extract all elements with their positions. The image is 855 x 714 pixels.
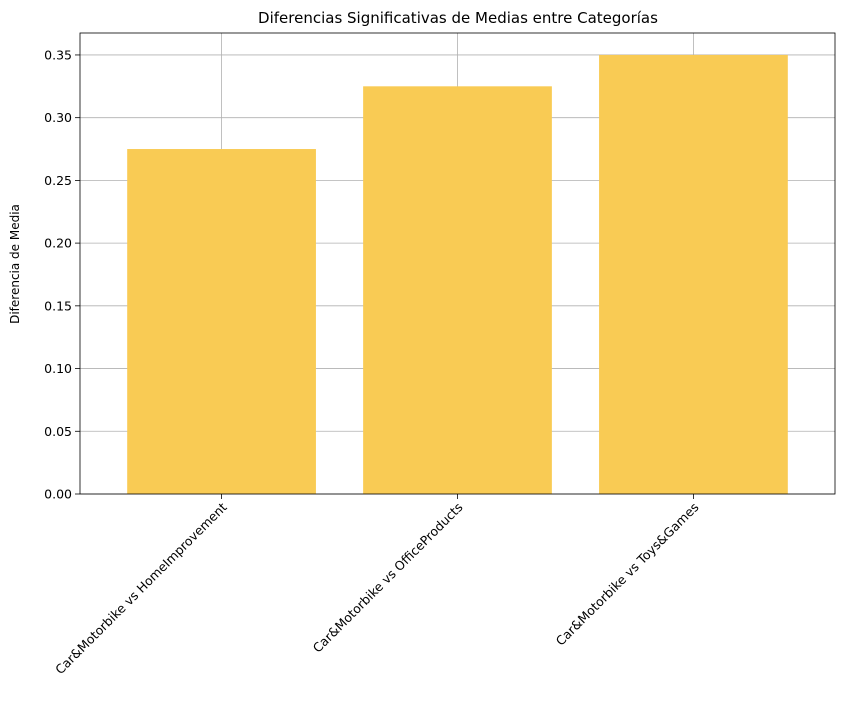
x-tick-label: Car&Motorbike vs Toys&Games [553,500,702,649]
bar [599,54,788,494]
y-tick-label: 0.30 [44,110,72,125]
y-tick-label: 0.20 [44,236,72,251]
y-axis-label: Diferencia de Media [8,204,22,324]
y-tick-label: 0.00 [44,487,72,502]
x-tick-label: Car&Motorbike vs OfficeProducts [310,500,466,656]
y-tick-label: 0.15 [44,298,72,313]
y-tick-label: 0.05 [44,424,72,439]
chart-title: Diferencias Significativas de Medias ent… [258,9,658,27]
bars-layer [127,54,788,495]
y-tick-label: 0.10 [44,361,72,376]
y-tick-label: 0.35 [44,47,72,62]
bar [363,86,552,494]
bar [127,149,316,495]
y-tick-label: 0.25 [44,173,72,188]
x-tick-label: Car&Motorbike vs HomeImprovement [52,499,230,677]
